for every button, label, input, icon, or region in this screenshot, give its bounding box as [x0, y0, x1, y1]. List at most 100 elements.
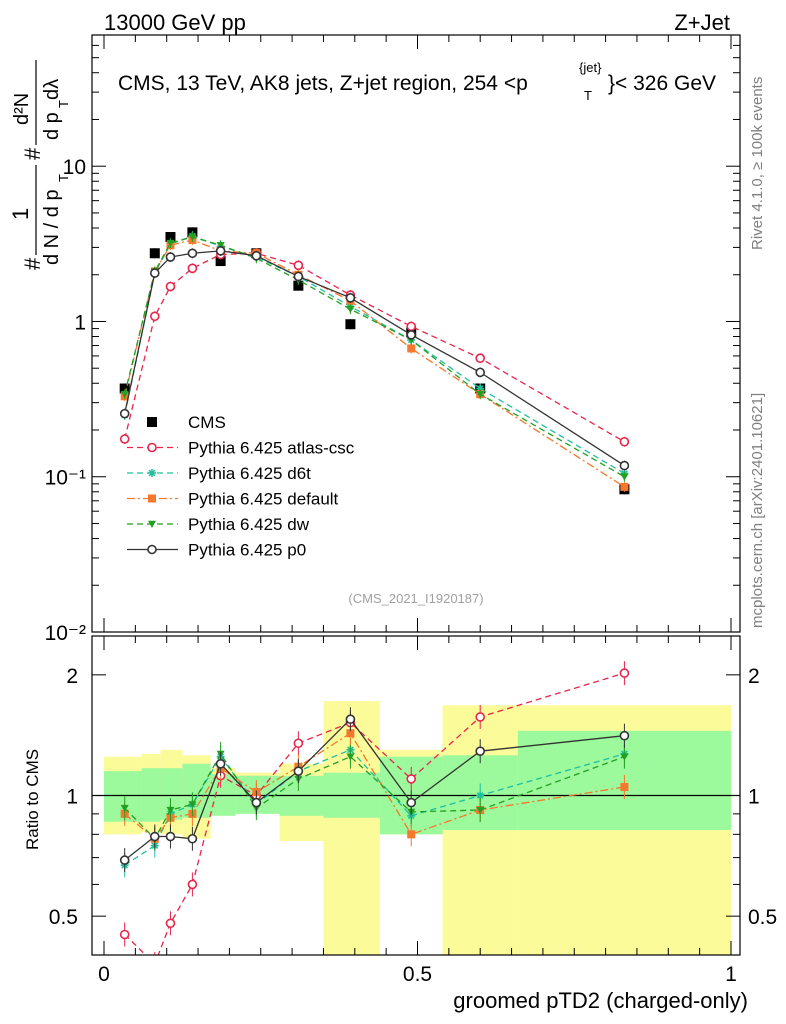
- main-point-0-4: [215, 256, 226, 267]
- main-point-5-6: [293, 271, 304, 282]
- ratio-point-0-9: [475, 712, 486, 722]
- ratio-point-2-10: [620, 783, 629, 792]
- ratio-point-3-3: [188, 801, 197, 809]
- main-point-5-10: [619, 460, 630, 471]
- ratio-point-4-2: [165, 831, 176, 842]
- ratio-ytick-label-left-1: 1: [66, 786, 78, 809]
- ratio-xtick-label-2: 1: [725, 963, 737, 986]
- main-plot-area: [119, 227, 630, 495]
- legend-swatch-marker-3: [148, 494, 156, 503]
- main-point-4-9: [476, 391, 485, 399]
- main-point-1-0: [119, 434, 130, 444]
- side-text-top: Rivet 4.1.0, ≥ 100k events: [749, 77, 766, 250]
- ratio-xtick-label-1: 0.5: [403, 963, 432, 986]
- main-point-4-7: [346, 305, 355, 314]
- ylabel-den1-sub: T: [56, 174, 71, 182]
- main-point-5-4: [215, 246, 226, 256]
- header-right: Z+Jet: [674, 10, 730, 35]
- main-point-1-6: [293, 260, 304, 271]
- ratio-point-0-8: [406, 774, 417, 784]
- main-point-3-8: [407, 344, 416, 353]
- main-point-0-2: [165, 232, 176, 243]
- main-line-4: [124, 236, 625, 478]
- main-y-ticks: [92, 34, 740, 633]
- ratio-ytick-label-right-2: 2: [748, 665, 760, 688]
- legend-swatch-marker-2: [148, 469, 156, 477]
- legend-label-1: Pythia 6.425 atlas-csc: [188, 439, 355, 458]
- ratio-point-3-10: [620, 753, 629, 761]
- main-x-ticks: [103, 35, 732, 632]
- ratio-ytick-label-right-0: 0.5: [748, 906, 777, 929]
- y-axis-title-ratio: Ratio to CMS: [23, 749, 42, 850]
- panel-title-post: }< 326 GeV: [608, 72, 716, 95]
- ratio-point-4-1: [149, 831, 160, 842]
- side-text-bottom: mcplots.cern.ch [arXiv:2401.10621]: [749, 393, 766, 628]
- legend-item-3: Pythia 6.425 default: [127, 490, 339, 509]
- ratio-point-4-10: [619, 730, 630, 741]
- legend-label-0: CMS: [188, 413, 226, 432]
- main-point-0-6: [293, 280, 304, 291]
- ratio-point-4-6: [293, 766, 304, 776]
- main-point-5-3: [187, 248, 198, 259]
- ratio-point-0-6: [293, 738, 304, 749]
- main-point-5-8: [406, 330, 417, 340]
- ratio-series-4: [119, 707, 630, 873]
- ratio-plot-area: [92, 661, 740, 955]
- main-point-1-1: [149, 311, 160, 322]
- main-series-5: [119, 245, 630, 471]
- ratio-point-0-2: [165, 918, 176, 929]
- main-point-5-1: [149, 268, 160, 278]
- y-axis-title-main: # 1 d N / d p T # d²N d p T dλ: [8, 60, 71, 270]
- legend-item-4: Pythia 6.425 dw: [127, 515, 310, 534]
- ratio-point-4-9: [475, 746, 486, 756]
- ratio-ytick-label-left-2: 2: [66, 665, 78, 688]
- legend-label-2: Pythia 6.425 d6t: [188, 464, 311, 483]
- main-ytick-label-2: 1: [74, 311, 86, 334]
- ratio-point-4-3: [187, 833, 198, 844]
- ylabel-num1: 1: [8, 208, 33, 220]
- main-point-5-5: [251, 250, 262, 261]
- main-point-0-0: [119, 383, 130, 394]
- main-point-5-9: [475, 367, 486, 378]
- main-point-5-2: [165, 252, 176, 262]
- main-point-4-3: [188, 233, 197, 242]
- ratio-point-3-2: [166, 806, 175, 815]
- main-point-4-4: [216, 241, 225, 250]
- panel-title: CMS, 13 TeV, AK8 jets, Z+jet region, 254…: [118, 60, 716, 103]
- ratio-x-ticks: [103, 636, 732, 955]
- ratio-ytick-label-left-0: 0.5: [49, 906, 78, 929]
- main-point-5-0: [119, 408, 130, 419]
- ratio-point-3-0: [120, 804, 129, 813]
- panel-title-main: CMS, 13 TeV, AK8 jets, Z+jet region, 254…: [118, 72, 528, 95]
- main-point-1-2: [165, 281, 176, 292]
- ratio-point-0-0: [119, 929, 130, 940]
- panel-title-sup: {jet}: [579, 60, 602, 75]
- main-point-4-0: [120, 391, 129, 399]
- ratio-y-ticks: [92, 674, 740, 956]
- main-point-4-10: [620, 473, 629, 481]
- ratio-band-inner-3: [182, 763, 211, 818]
- ratio-xtick-label-0: 0: [98, 963, 110, 986]
- main-ytick-label-1: 10⁻¹: [45, 467, 86, 490]
- ratio-point-0-3: [187, 879, 198, 890]
- ratio-point-4-0: [119, 855, 130, 865]
- ratio-point-2-7: [346, 729, 355, 738]
- main-point-4-2: [166, 239, 175, 248]
- main-panel: 10⁻² 10⁻¹ 1 10: [45, 34, 741, 645]
- ratio-band-inner-2: [160, 768, 183, 820]
- ylabel-num2: d²N: [11, 93, 33, 125]
- ratio-panel: 0.5 0.5 1 1 2 2 0 0.5 1: [49, 635, 777, 986]
- legend-swatch-marker-4: [148, 520, 156, 528]
- panel-title-pre: CMS, 13 TeV, AK8 jets, Z+jet region, 254…: [118, 72, 528, 95]
- main-point-5-7: [345, 293, 356, 303]
- legend-swatch-marker-0: [147, 417, 157, 427]
- legend-label-4: Pythia 6.425 dw: [188, 515, 310, 534]
- ratio-point-2-8: [407, 830, 416, 839]
- legend-label-5: Pythia 6.425 p0: [188, 541, 306, 560]
- ratio-point-4-7: [345, 714, 356, 725]
- main-point-1-9: [475, 353, 486, 364]
- main-ytick-label-3: 10: [63, 156, 86, 179]
- ratio-ytick-label-right-1: 1: [748, 786, 760, 809]
- main-point-3-10: [620, 482, 629, 491]
